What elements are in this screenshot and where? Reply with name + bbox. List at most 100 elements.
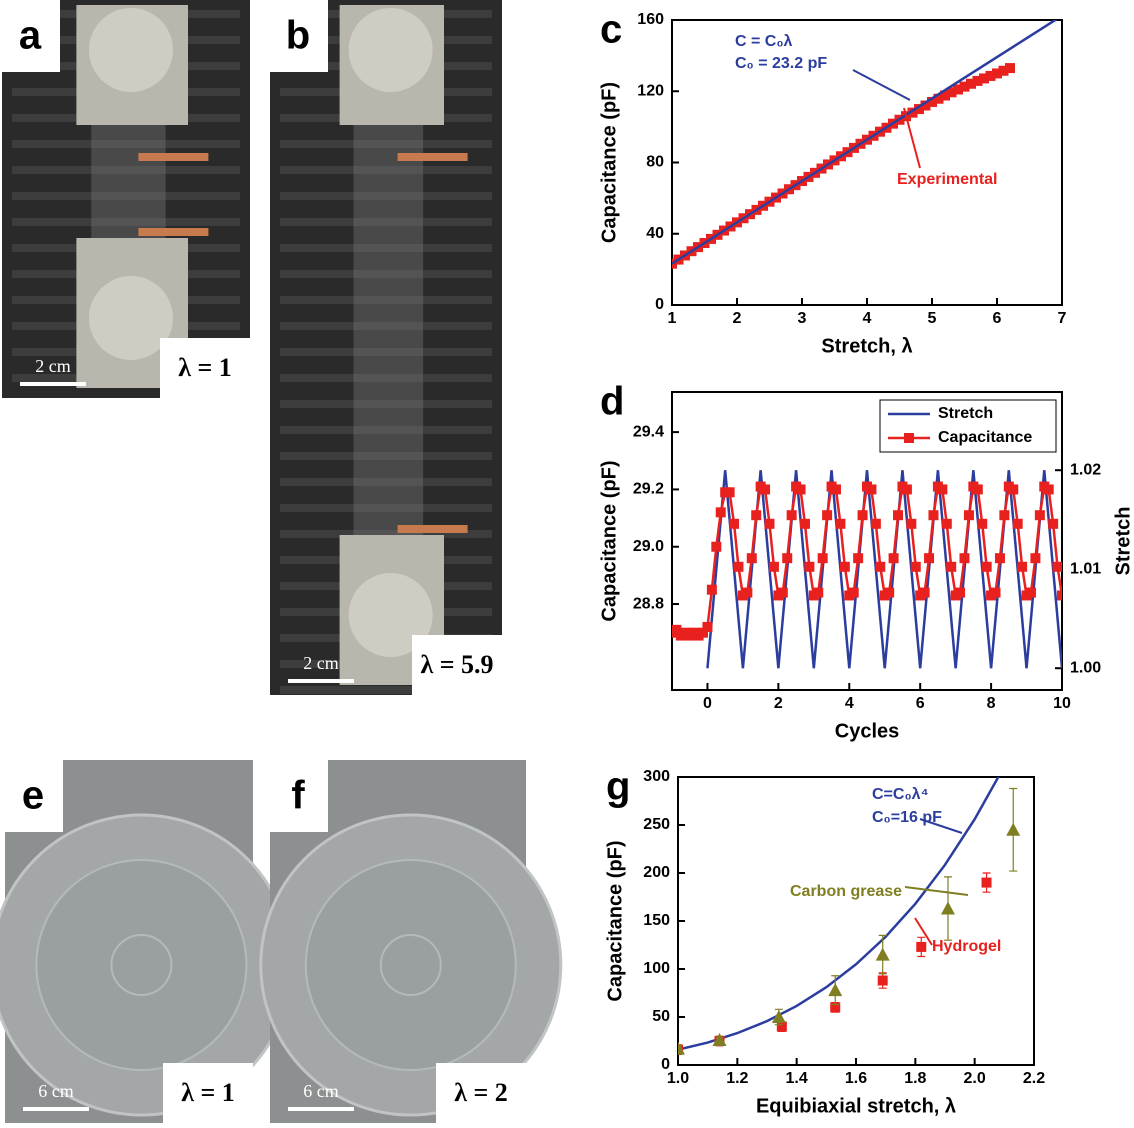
electrode [138, 228, 209, 236]
marker [966, 78, 976, 89]
electrode [138, 153, 209, 161]
marker [941, 518, 952, 529]
x-tick-label: 10 [1053, 695, 1071, 712]
marker [715, 507, 726, 518]
marker [955, 587, 966, 598]
marker [924, 553, 935, 564]
marker [1030, 553, 1041, 564]
marker [875, 947, 890, 961]
photo-stripe [280, 192, 492, 200]
electrode [397, 153, 468, 161]
photo-panel: e λ = 1 6 cm [0, 760, 293, 1123]
marker [920, 100, 931, 111]
marker [937, 484, 948, 495]
legend-label: Capacitance [938, 429, 1032, 446]
x-tick-label: 2 [774, 695, 783, 712]
marker [729, 518, 740, 529]
marker [990, 587, 1001, 598]
marker [888, 553, 899, 564]
marker [972, 484, 983, 495]
marker [853, 553, 864, 564]
x-axis-label: Equibiaxial stretch, λ [756, 1095, 956, 1117]
x-tick-label: 2 [733, 310, 742, 327]
marker [1048, 518, 1059, 529]
x-tick-label: 7 [1058, 310, 1067, 327]
marker [799, 518, 810, 529]
lambda-box [412, 635, 502, 695]
legend-box [879, 399, 1057, 453]
marker [830, 1002, 841, 1013]
lambda-box [163, 1063, 253, 1123]
marker [953, 84, 963, 95]
y-tick-label: 120 [637, 82, 664, 99]
marker [712, 1033, 727, 1047]
letter-box [2, 0, 60, 72]
photo-stripe [280, 426, 492, 434]
y-tick-label: 28.8 [633, 595, 664, 612]
marker [698, 627, 709, 638]
y2-axis-label: Stretch [1112, 507, 1134, 576]
photo-panel: f λ = 2 6 cm [259, 760, 563, 1123]
annotation: C=C₀λ⁴ [872, 786, 929, 803]
photo-stripe [12, 140, 240, 148]
photo-stripe [280, 244, 492, 252]
marker [857, 510, 868, 521]
marker [893, 510, 904, 521]
x-tick-label: 1.4 [786, 1070, 808, 1087]
marker [828, 983, 843, 997]
y-tick-label: 300 [643, 768, 670, 785]
annotation: Hydrogel [932, 938, 1001, 955]
annotation-arrow [919, 818, 963, 834]
marker [776, 1021, 787, 1032]
marker [839, 561, 850, 572]
marker [678, 1041, 685, 1055]
annotation-arrow [904, 886, 969, 896]
marker [830, 484, 841, 495]
photo-stripe [12, 192, 240, 200]
marker [702, 621, 713, 632]
marker [782, 553, 793, 564]
marker [866, 484, 877, 495]
plot-area [672, 20, 1058, 269]
marker [751, 510, 762, 521]
photo-stripe [280, 478, 492, 486]
y-tick-label: 29.2 [633, 481, 664, 498]
y-tick-label: 40 [646, 225, 664, 242]
marker [916, 941, 927, 952]
marker [822, 510, 833, 521]
series-line [678, 777, 1000, 1051]
sample [91, 125, 166, 238]
photo-stripe [280, 166, 492, 174]
marker [927, 96, 937, 107]
plot-area [672, 470, 1062, 669]
marker [835, 518, 846, 529]
legend-label: Stretch [938, 405, 993, 422]
marker [1043, 484, 1054, 495]
x-tick-label: 8 [987, 695, 996, 712]
marker [884, 587, 895, 598]
marker [972, 75, 983, 86]
marker [877, 975, 888, 986]
plot-frame [671, 19, 1063, 306]
letter-box [5, 760, 63, 832]
lambda-label: λ = 5.9 [420, 650, 493, 679]
clamp-knob [348, 573, 433, 657]
marker [959, 553, 970, 564]
photo-stripe [12, 166, 240, 174]
clamp-knob [88, 8, 173, 92]
marker [1005, 63, 1015, 74]
y2-tick-label: 1.01 [1070, 560, 1101, 577]
marker [786, 510, 797, 521]
y-tick-label: 29.4 [633, 423, 664, 440]
x-tick-label: 4 [845, 695, 854, 712]
y-tick-label: 0 [661, 1056, 670, 1073]
annotation: C₀=16 pF [872, 809, 942, 826]
scale-label: 2 cm [303, 653, 339, 673]
scale-label: 2 cm [35, 356, 71, 376]
x-tick-label: 2.0 [964, 1070, 986, 1087]
plot-frame [677, 776, 1035, 1066]
photo-stripe [280, 296, 492, 304]
annotation-arrow [852, 69, 911, 101]
marker [985, 70, 996, 81]
x-tick-label: 6 [993, 310, 1002, 327]
